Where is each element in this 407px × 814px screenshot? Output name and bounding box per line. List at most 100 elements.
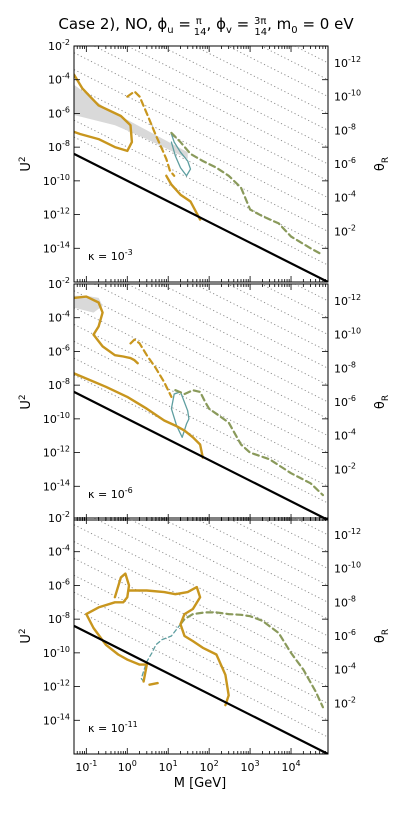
y-tick-label-left: 10-6 <box>48 343 70 358</box>
y-tick-label-right: 10-2 <box>334 461 356 476</box>
y-tick-label-right: 10-4 <box>334 190 356 205</box>
y-tick-label-left: 10-14 <box>43 240 70 255</box>
y-tick-label-left: 10-14 <box>43 478 70 493</box>
iso-theta-line <box>293 518 328 536</box>
iso-theta-line <box>193 518 328 586</box>
iso-theta-line <box>126 46 328 148</box>
y-tick-label-left: 10-4 <box>48 72 70 87</box>
plot-area <box>74 46 328 282</box>
y-tick-label-left: 10-8 <box>48 377 70 392</box>
y-tick-label-right: 10-8 <box>334 122 356 137</box>
seesaw-line <box>74 390 328 520</box>
gold-contour <box>74 73 134 153</box>
iso-theta-line <box>74 69 328 199</box>
iso-theta-line <box>74 86 328 215</box>
iso-theta-line <box>93 284 328 403</box>
iso-theta-line <box>74 608 328 738</box>
gold-contour <box>74 372 204 459</box>
y-axis-title-left: U2 <box>18 394 34 409</box>
x-tick-label: 104 <box>281 759 300 774</box>
y-tick-label-right: 10-6 <box>334 156 356 171</box>
y-tick-label-left: 10-4 <box>48 310 70 325</box>
seesaw-line <box>74 624 328 754</box>
gold-dashed-contour <box>126 90 176 177</box>
kappa-label: κ = 10-6 <box>88 486 133 501</box>
y-tick-label-right: 10-12 <box>334 527 361 542</box>
plot-area <box>74 284 328 520</box>
teal-contour <box>170 391 190 438</box>
panel-frame <box>73 283 329 521</box>
y-tick-label-left: 10-2 <box>48 38 70 53</box>
gold-dashed-contour <box>129 338 173 398</box>
y-tick-label-left: 10-10 <box>43 411 70 426</box>
y-tick-label-right: 10-4 <box>334 662 356 677</box>
iso-theta-line <box>74 307 328 437</box>
x-tick-label: 102 <box>200 759 219 774</box>
x-tick-label: 103 <box>241 759 260 774</box>
y-tick-label-left: 10-2 <box>48 510 70 525</box>
iso-theta-line <box>74 524 328 654</box>
kappa-label: κ = 10-3 <box>88 248 133 263</box>
iso-theta-line <box>226 284 328 335</box>
y-tick-label-left: 10-12 <box>43 445 70 460</box>
y-tick-label-right: 10-8 <box>334 594 356 609</box>
y-tick-label-left: 10-6 <box>48 105 70 120</box>
iso-theta-line <box>74 290 328 420</box>
y-tick-label-left: 10-4 <box>48 544 70 559</box>
panel-1: 10-2 10-4 10-6 10-8 10-10 10-12 10-14 10-12 10-1… <box>18 38 391 283</box>
iso-theta-line <box>74 357 328 487</box>
iso-theta-line <box>74 574 328 704</box>
y-tick-label-right: 10-12 <box>334 293 361 308</box>
panel-frame <box>73 45 329 283</box>
y-tick-label-right: 10-2 <box>334 695 356 710</box>
iso-theta-line <box>74 558 328 687</box>
gold-contour <box>127 585 230 707</box>
iso-theta-line <box>93 518 328 637</box>
y-tick-label-left: 10-2 <box>48 276 70 291</box>
chart-title: Case 2), NO, ϕu = π 14, ϕv = 3π 14, m0 = 0… <box>58 15 354 38</box>
teal-dashed-contour <box>140 623 182 683</box>
y-axis-title-left: U2 <box>18 156 34 171</box>
olive-dashed-contour <box>179 611 324 709</box>
y-tick-label-right: 10-2 <box>334 223 356 238</box>
teal-contour <box>170 133 192 177</box>
iso-theta-line <box>193 284 328 352</box>
gold-contour <box>165 174 202 221</box>
y-tick-label-left: 10-12 <box>43 207 70 222</box>
y-tick-label-right: 10-4 <box>334 428 356 443</box>
y-axis-title-left: U2 <box>18 628 34 643</box>
y-tick-label-left: 10-14 <box>43 712 70 727</box>
y-axis-title-right: θR <box>373 629 391 643</box>
panel-frame <box>73 517 329 755</box>
x-tick-label: 101 <box>159 759 178 774</box>
y-tick-label-left: 10-6 <box>48 577 70 592</box>
seesaw-line <box>74 152 328 282</box>
gold-contour <box>74 295 139 365</box>
y-tick-label-right: 10-10 <box>334 561 361 576</box>
iso-theta-line <box>226 518 328 569</box>
panel-3: 10-2 10-4 10-6 10-8 10-10 10-12 10-14 10-12 10-1… <box>18 510 391 774</box>
x-axis-title: M [GeV] <box>174 776 226 791</box>
iso-theta-line <box>74 136 328 266</box>
panel-2: 10-2 10-4 10-6 10-8 10-10 10-12 10-14 10-12 10-1… <box>18 276 391 521</box>
y-tick-label-right: 10-10 <box>334 89 361 104</box>
y-tick-label-left: 10-10 <box>43 173 70 188</box>
y-tick-label-right: 10-8 <box>334 360 356 375</box>
y-tick-label-left: 10-8 <box>48 139 70 154</box>
iso-theta-line <box>260 46 328 81</box>
iso-theta-line <box>126 518 328 620</box>
y-tick-label-right: 10-6 <box>334 628 356 643</box>
iso-theta-line <box>126 284 328 386</box>
x-tick-label: 10-1 <box>75 759 97 774</box>
kappa-label: κ = 10-11 <box>88 720 138 735</box>
y-axis-title-right: θR <box>373 395 391 409</box>
y-tick-label-right: 10-12 <box>334 55 361 70</box>
x-tick-label: 100 <box>118 759 137 774</box>
y-tick-label-right: 10-10 <box>334 327 361 342</box>
gold-contour <box>85 572 148 683</box>
y-axis-title-right: θR <box>373 157 391 171</box>
gold-contour <box>148 681 159 686</box>
iso-theta-line <box>74 119 328 249</box>
y-tick-label-right: 10-6 <box>334 394 356 409</box>
